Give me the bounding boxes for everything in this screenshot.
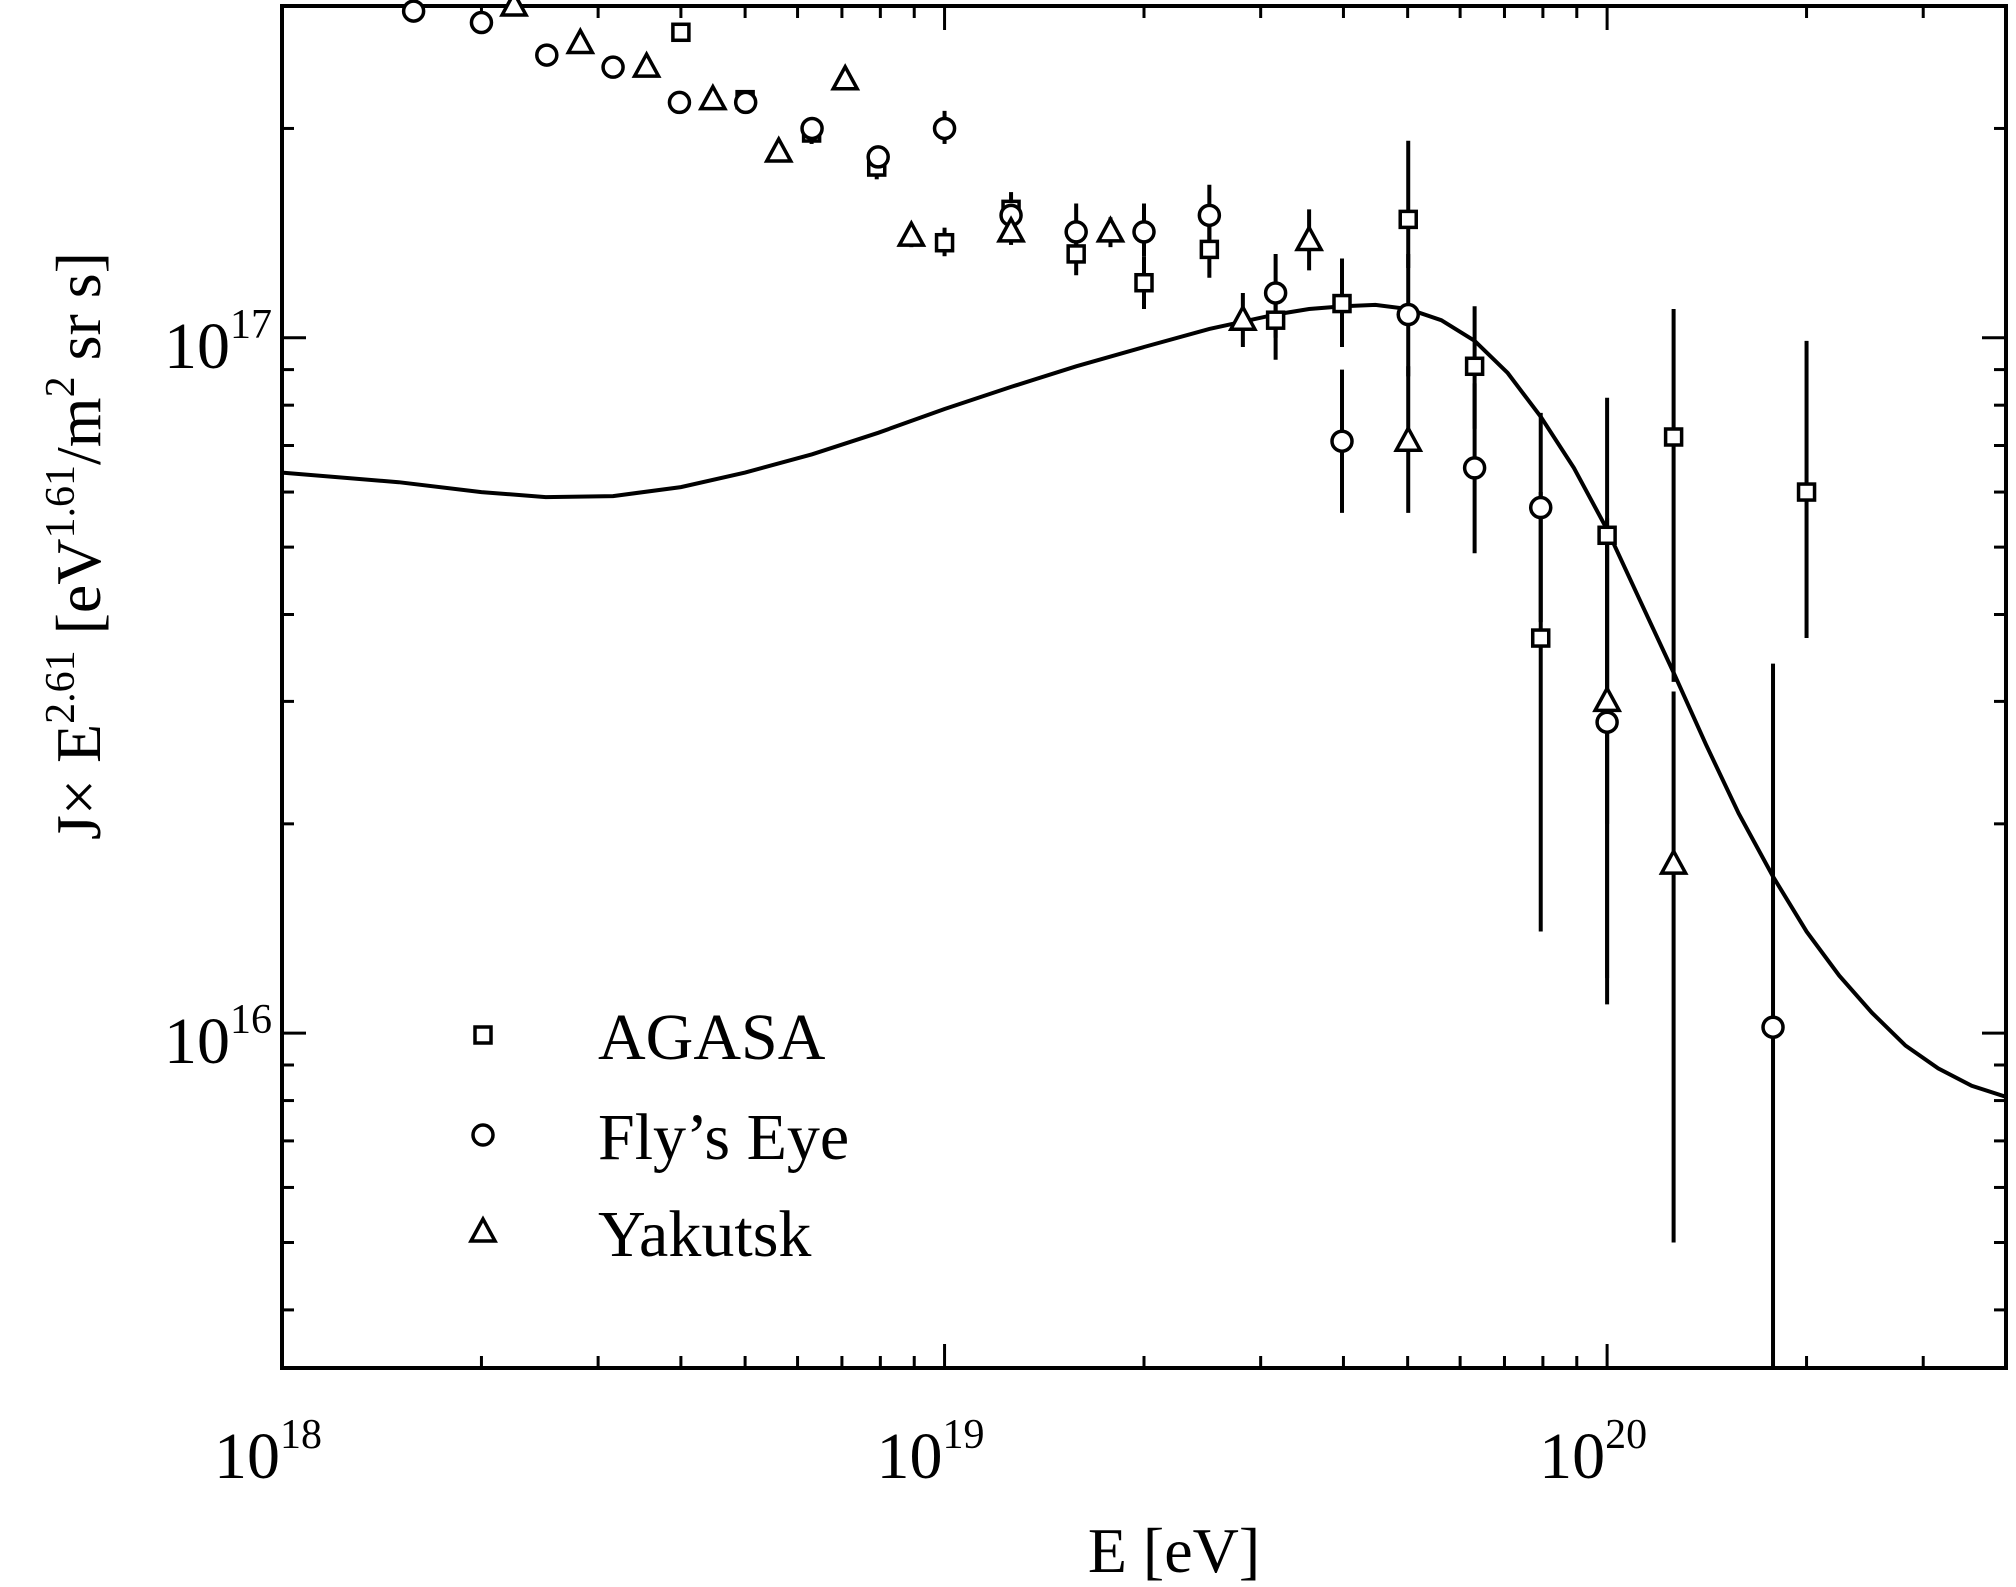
square-point — [1533, 630, 1549, 646]
circle-point — [736, 92, 756, 112]
y-tick-label: 1016 — [164, 997, 272, 1078]
circle-point — [935, 118, 955, 138]
legend-label: AGASA — [598, 1001, 826, 1074]
legend-label: Fly’s Eye — [598, 1101, 849, 1174]
square-point — [1334, 296, 1350, 312]
triangle-point — [767, 139, 791, 161]
x-tick-label: 1019 — [877, 1412, 985, 1493]
circle-point — [1199, 205, 1219, 225]
square-point — [1666, 429, 1682, 445]
triangle-point — [1595, 688, 1619, 710]
model-curve — [282, 305, 2006, 1097]
x-tick-label: 1020 — [1539, 1412, 1647, 1493]
legend-triangle-marker — [471, 1219, 495, 1241]
legend-label: Yakutsk — [598, 1198, 811, 1271]
circle-point — [404, 1, 424, 21]
circle-point — [1465, 458, 1485, 478]
square-point — [1400, 211, 1416, 227]
circle-point — [1398, 305, 1418, 325]
y-tick-label: 1017 — [164, 302, 272, 383]
triangle-point — [833, 67, 857, 89]
circle-point — [802, 118, 822, 138]
triangle-point — [701, 87, 725, 109]
y-tick-labels: 1016 1017 — [164, 302, 272, 1078]
triangle-point — [1396, 428, 1420, 450]
circle-point — [1763, 1017, 1783, 1037]
circle-point — [1066, 222, 1086, 242]
x-tick-label: 1018 — [214, 1412, 322, 1493]
square-point — [1599, 527, 1615, 543]
triangle-point — [1297, 228, 1321, 250]
square-point — [1068, 246, 1084, 262]
square-point — [1799, 484, 1815, 500]
triangle-point — [568, 30, 592, 52]
triangle-point — [1662, 851, 1686, 873]
circle-point — [1597, 712, 1617, 732]
triangle-point — [502, 0, 526, 15]
circle-point — [537, 45, 557, 65]
triangle-point — [1098, 219, 1122, 241]
x-axis-label: E [eV] — [1088, 1515, 1260, 1586]
circle-point — [603, 57, 623, 77]
circle-point — [1332, 431, 1352, 451]
triangle-point — [635, 54, 659, 76]
legend-circle-marker — [473, 1125, 493, 1145]
square-point — [1467, 358, 1483, 374]
x-tick-labels: 1018 1019 1020 — [214, 1412, 1647, 1493]
square-point — [1136, 275, 1152, 291]
triangle-point — [899, 223, 923, 245]
square-point — [673, 24, 689, 40]
circle-point — [1531, 498, 1551, 518]
circle-point — [1134, 222, 1154, 242]
circle-point — [868, 147, 888, 167]
square-point — [937, 235, 953, 251]
circle-point — [669, 92, 689, 112]
y-axis-label: J× E2.61 [eV1.61/m2 sr s] — [38, 252, 114, 840]
circle-point — [471, 13, 491, 33]
circle-point — [1266, 283, 1286, 303]
square-point — [1268, 312, 1284, 328]
square-point — [1201, 241, 1217, 257]
legend: AGASA Fly’s Eye Yakutsk — [471, 1001, 849, 1271]
legend-square-marker — [475, 1027, 491, 1043]
